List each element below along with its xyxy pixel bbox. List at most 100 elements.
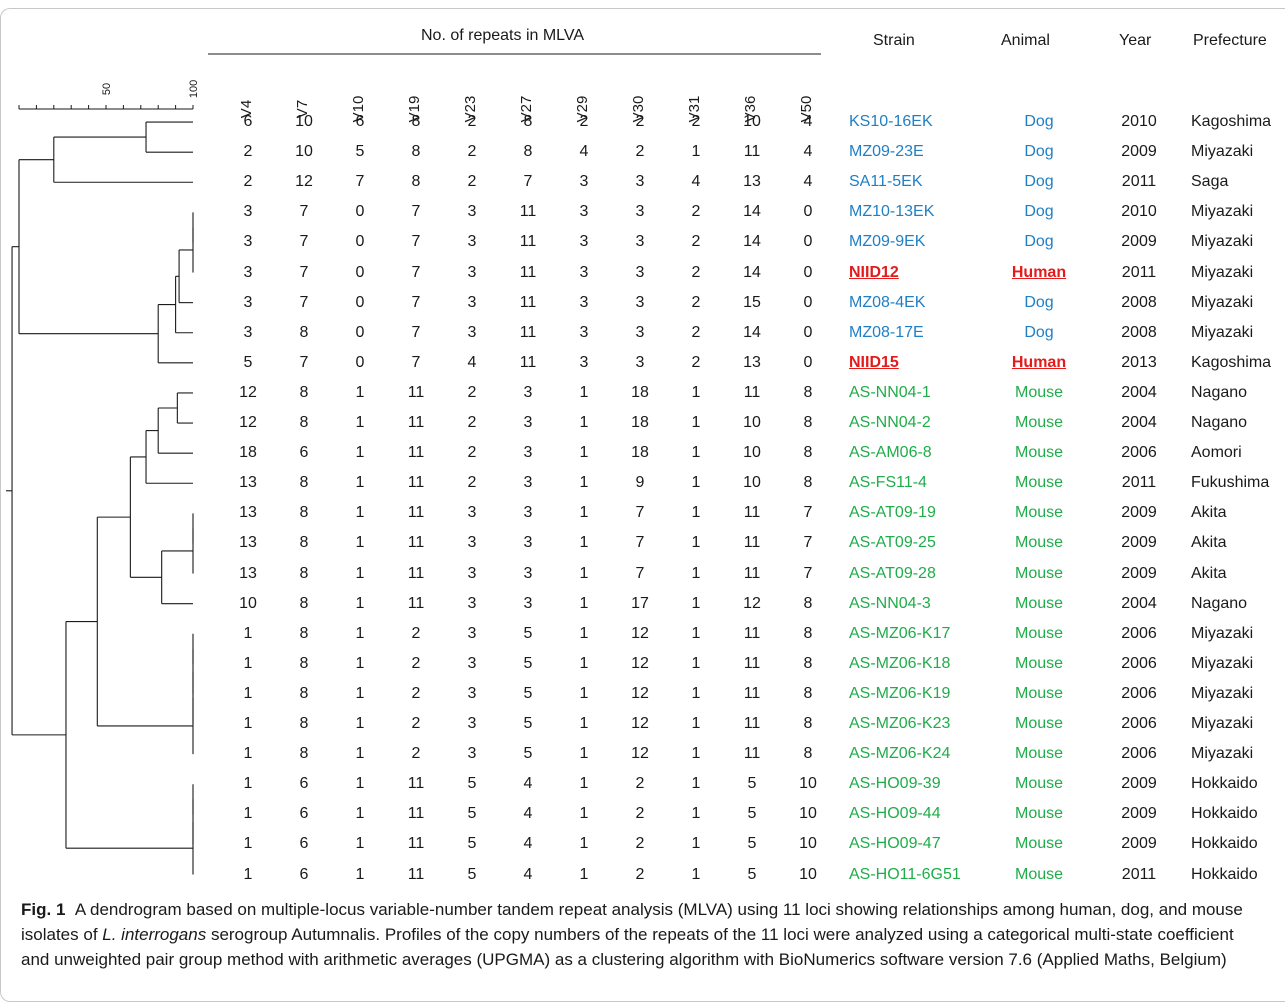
strain-name: AS-NN04-2 xyxy=(849,414,931,431)
repeat-count-v31: 2 xyxy=(691,263,701,281)
repeat-count-v30: 7 xyxy=(635,564,645,582)
repeat-count-v27: 3 xyxy=(523,444,533,462)
repeat-count-v29: 1 xyxy=(579,865,589,883)
repeat-count-v7: 7 xyxy=(299,233,309,251)
repeat-count-v23: 3 xyxy=(467,594,477,612)
strain-name: AS-AT09-25 xyxy=(849,534,936,552)
strain-name: AS-MZ06-K18 xyxy=(849,654,951,672)
table-row: 13 8 1 11 3 3 1 7 1 11 7 AS-AT09-19 Mouse 2009 Akita xyxy=(1,498,1285,528)
isolation-year: 2011 xyxy=(1121,865,1157,883)
repeat-count-v10: 1 xyxy=(355,383,365,401)
repeat-count-v19: 11 xyxy=(407,444,425,462)
strain-name: AS-HO11-6G51 xyxy=(849,865,961,883)
repeat-count-v4: 3 xyxy=(243,233,253,251)
repeat-count-v29: 1 xyxy=(579,474,589,492)
repeat-count-v7: 8 xyxy=(299,564,309,582)
repeat-count-v4: 1 xyxy=(243,805,253,823)
repeat-count-v10: 1 xyxy=(355,775,365,793)
repeat-count-v19: 7 xyxy=(411,263,421,281)
repeat-count-v30: 3 xyxy=(635,173,645,191)
repeat-count-v23: 3 xyxy=(467,323,477,341)
strain-name: AS-HO09-44 xyxy=(849,805,941,823)
repeat-count-v27: 5 xyxy=(523,654,533,672)
repeat-count-v36: 11 xyxy=(743,745,761,763)
repeat-count-v30: 3 xyxy=(635,263,645,281)
repeat-count-v10: 5 xyxy=(355,143,365,161)
repeat-count-v19: 7 xyxy=(411,293,421,311)
repeat-count-v7: 8 xyxy=(299,715,309,732)
repeat-count-v4: 1 xyxy=(243,865,253,883)
prefecture-name: Nagano xyxy=(1191,383,1248,401)
repeat-count-v27: 8 xyxy=(523,143,533,161)
strain-name: AS-HO09-39 xyxy=(849,775,941,793)
isolation-year: 2011 xyxy=(1121,263,1157,281)
animal-host: Mouse xyxy=(1014,624,1064,642)
animal-host: Dog xyxy=(1024,233,1054,251)
isolation-year: 2004 xyxy=(1121,383,1157,401)
repeat-count-v4: 2 xyxy=(243,173,253,191)
prefecture-name: Aomori xyxy=(1191,444,1242,462)
prefecture-column-header: Prefecture xyxy=(1193,32,1267,49)
repeat-count-v27: 3 xyxy=(523,564,533,582)
repeat-count-v30: 7 xyxy=(635,504,645,522)
strain-name: SA11-5EK xyxy=(849,173,923,191)
repeat-count-v50: 0 xyxy=(803,353,813,371)
repeat-count-v10: 1 xyxy=(355,414,365,431)
table-row: 3 7 0 7 3 11 3 3 2 14 0 NIID12 Human 2011 Miyazaki xyxy=(1,258,1285,288)
repeat-count-v50: 8 xyxy=(803,684,813,702)
animal-host: Dog xyxy=(1024,203,1054,221)
animal-column-header: Animal xyxy=(1001,32,1050,49)
repeat-count-v36: 15 xyxy=(743,293,761,311)
isolation-year: 2008 xyxy=(1121,293,1157,311)
repeat-count-v7: 6 xyxy=(299,444,309,462)
repeat-count-v7: 8 xyxy=(299,594,309,612)
repeat-count-v4: 13 xyxy=(239,534,257,552)
repeat-count-v4: 10 xyxy=(239,594,257,612)
repeat-count-v31: 1 xyxy=(691,383,701,401)
table-row: 13 8 1 11 3 3 1 7 1 11 7 AS-AT09-28 Mouse 2009 Akita xyxy=(1,559,1285,589)
repeat-count-v30: 2 xyxy=(635,805,645,823)
prefecture-name: Miyazaki xyxy=(1191,624,1254,642)
strain-name: AS-NN04-3 xyxy=(849,594,931,612)
repeat-count-v7: 7 xyxy=(299,293,309,311)
table-row: 12 8 1 11 2 3 1 18 1 11 8 AS-NN04-1 Mouse 2004 Nagano xyxy=(1,378,1285,408)
repeat-count-v19: 2 xyxy=(411,624,421,642)
repeat-count-v19: 2 xyxy=(411,684,421,702)
isolation-year: 2006 xyxy=(1121,654,1157,672)
isolation-year: 2006 xyxy=(1121,444,1157,462)
repeat-count-v36: 11 xyxy=(743,564,761,582)
repeat-count-v29: 1 xyxy=(579,383,589,401)
repeat-count-v30: 12 xyxy=(631,654,649,672)
repeat-count-v50: 7 xyxy=(803,534,813,552)
repeat-count-v29: 1 xyxy=(579,715,589,732)
repeat-count-v10: 1 xyxy=(355,835,365,853)
repeat-count-v30: 3 xyxy=(635,323,645,341)
repeat-count-v36: 11 xyxy=(743,504,761,522)
prefecture-name: Fukushima xyxy=(1191,474,1270,492)
repeat-count-v4: 13 xyxy=(239,504,257,522)
repeat-count-v19: 11 xyxy=(407,534,425,552)
repeat-count-v36: 11 xyxy=(743,383,761,401)
repeat-count-v30: 3 xyxy=(635,233,645,251)
repeat-count-v23: 3 xyxy=(467,715,477,732)
repeat-count-v27: 4 xyxy=(523,775,533,793)
repeat-count-v7: 6 xyxy=(299,865,309,883)
repeat-count-v10: 1 xyxy=(355,654,365,672)
repeat-count-v30: 3 xyxy=(635,203,645,221)
repeat-count-v10: 1 xyxy=(355,594,365,612)
repeat-count-v19: 7 xyxy=(411,233,421,251)
repeat-count-v23: 2 xyxy=(467,444,477,462)
repeat-count-v10: 1 xyxy=(355,684,365,702)
repeat-count-v4: 1 xyxy=(243,775,253,793)
repeat-count-v10: 1 xyxy=(355,564,365,582)
animal-host: Mouse xyxy=(1014,534,1064,552)
repeat-count-v31: 1 xyxy=(691,684,701,702)
repeat-count-v31: 1 xyxy=(691,745,701,763)
year-column-header: Year xyxy=(1119,32,1152,49)
repeat-count-v36: 11 xyxy=(743,143,761,161)
table-row: 1 6 1 11 5 4 1 2 1 5 10 AS-HO09-44 Mouse 2009 Hokkaido xyxy=(1,799,1285,829)
repeat-count-v19: 7 xyxy=(411,203,421,221)
repeat-count-v31: 2 xyxy=(691,323,701,341)
table-row: 3 7 0 7 3 11 3 3 2 14 0 MZ09-9EK Dog 2009 Miyazaki xyxy=(1,227,1285,257)
repeat-count-v30: 17 xyxy=(631,594,649,612)
